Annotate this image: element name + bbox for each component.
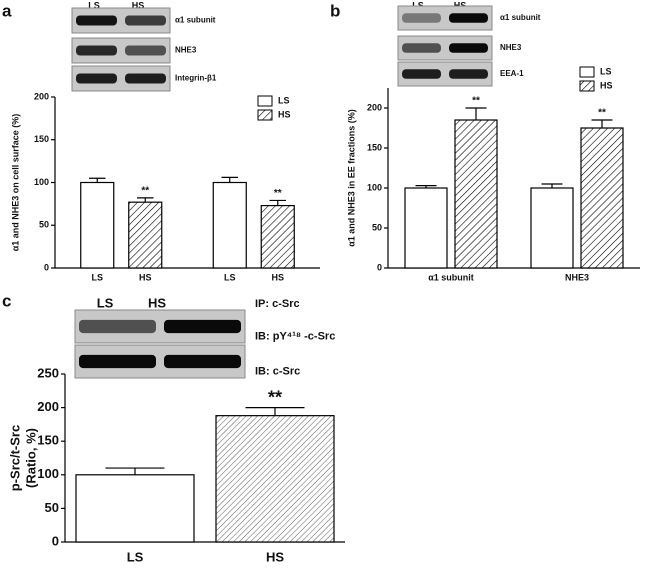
blot-band: [449, 69, 488, 79]
legend-label: HS: [600, 80, 613, 90]
blot-row-label: IB: c-Src: [255, 365, 300, 377]
blot-band: [164, 354, 241, 369]
lane-label: HS: [454, 0, 467, 10]
y-tick-label: 100: [367, 182, 382, 192]
significance: **: [141, 186, 149, 197]
blot-band: [125, 45, 166, 56]
y-tick-label: 100: [34, 177, 49, 187]
blot-band: [402, 13, 441, 23]
lane-label: LS: [88, 0, 100, 10]
y-tick-label: 0: [377, 262, 382, 272]
x-tick-label: HS: [266, 549, 284, 564]
panel-label: a: [2, 1, 12, 20]
lane-label: HS: [148, 295, 166, 310]
blot-band: [402, 43, 441, 53]
legend-label: LS: [278, 95, 290, 105]
blot-band: [79, 354, 156, 369]
blot-band: [402, 69, 441, 79]
bar: [580, 127, 624, 269]
y-axis-label: α1 and NHE3 on cell surface (%): [10, 114, 20, 252]
blot-row-label: α1 subunit: [500, 13, 541, 22]
bar: [215, 415, 335, 543]
significance: **: [268, 387, 282, 407]
bar: [75, 474, 195, 543]
x-tick-label: α1 subunit: [428, 272, 474, 282]
x-tick-label: LS: [127, 549, 144, 564]
lane-label: LS: [97, 295, 114, 310]
legend-swatch: [579, 66, 595, 78]
y-tick-label: 150: [37, 433, 59, 448]
significance: **: [472, 96, 480, 107]
bar-label: LS: [224, 272, 236, 282]
blot-band: [449, 13, 488, 23]
significance: **: [274, 188, 282, 199]
y-tick-label: 50: [45, 500, 59, 515]
y-axis-label: α1 and NHE3 in EE fractions (%): [346, 109, 356, 247]
y-tick-label: 150: [367, 142, 382, 152]
bar: [80, 181, 115, 269]
panel-label: b: [330, 1, 340, 20]
y-tick-label: 0: [52, 533, 59, 548]
legend-swatch: [579, 80, 595, 92]
bar: [530, 187, 574, 269]
y-axis-label: p-Src/t-Src: [7, 425, 22, 491]
blot-band: [125, 73, 166, 84]
bar-label: HS: [271, 272, 284, 282]
y-tick-label: 200: [367, 102, 382, 112]
y-tick-label: 200: [37, 399, 59, 414]
blot-band: [449, 43, 488, 53]
legend-label: LS: [600, 66, 612, 76]
x-tick-label: NHE3: [565, 272, 589, 282]
bar-label: HS: [139, 272, 152, 282]
blot-band: [76, 73, 117, 84]
lane-label: HS: [132, 0, 145, 10]
y-tick-label: 0: [44, 262, 49, 272]
bar: [260, 204, 295, 269]
legend-label: HS: [278, 109, 291, 119]
legend-swatch: [257, 109, 273, 121]
y-tick-label: 50: [372, 222, 382, 232]
legend-swatch: [257, 95, 273, 107]
bar: [128, 201, 163, 269]
significance: **: [598, 108, 606, 119]
blot-row-label: NHE3: [500, 43, 522, 52]
y-tick-label: 200: [34, 91, 49, 101]
blot-band: [79, 319, 156, 334]
blot-row-label: EEA-1: [500, 69, 524, 78]
bar: [212, 181, 247, 269]
bar: [454, 119, 498, 269]
y-tick-label: 100: [37, 466, 59, 481]
bar: [404, 187, 448, 269]
lane-label: LS: [412, 0, 424, 10]
y-tick-label: 250: [37, 365, 59, 380]
panel-label: c: [2, 291, 11, 310]
blot-row-label: Integrin-β1: [175, 74, 217, 83]
blot-band: [125, 15, 166, 26]
blot-row-label: IB: pY⁴¹⁸ -c-Src: [255, 330, 335, 342]
blot-row-label: NHE3: [175, 46, 197, 55]
blot-row-label: α1 subunit: [175, 16, 216, 25]
blot-band: [76, 45, 117, 56]
y-axis-label: (Ratio, %): [23, 428, 38, 488]
blot-header: IP: c-Src: [255, 298, 300, 310]
y-tick-label: 150: [34, 134, 49, 144]
y-tick-label: 50: [39, 220, 49, 230]
blot-band: [76, 15, 117, 26]
blot-image: [397, 5, 493, 31]
blot-band: [164, 319, 241, 334]
bar-label: LS: [91, 272, 103, 282]
